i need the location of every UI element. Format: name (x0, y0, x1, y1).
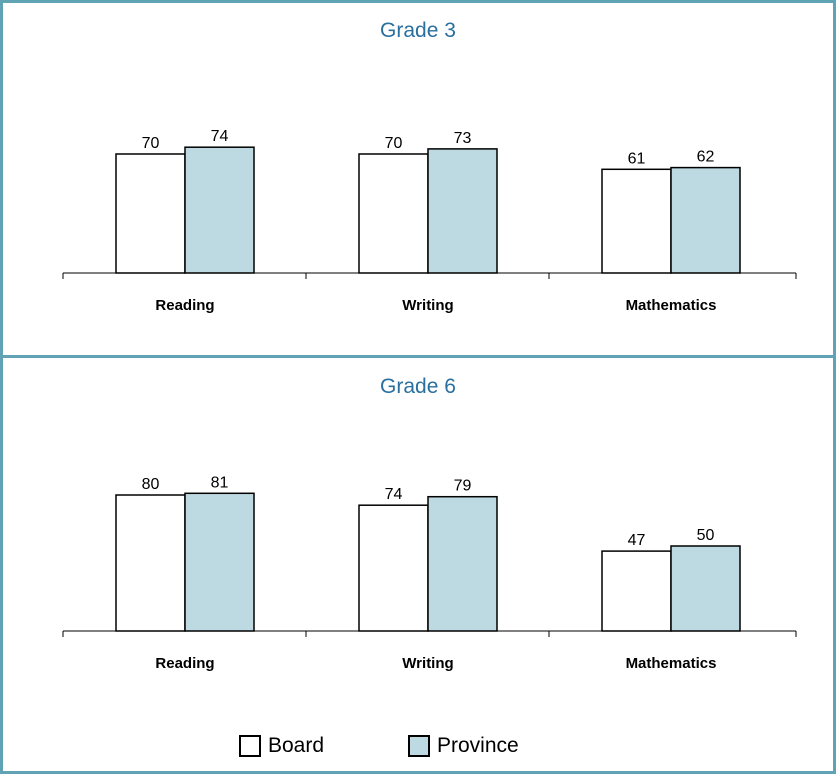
grade-6-data-label-province-mathematics: 50 (697, 527, 715, 544)
grade-6-category-label-reading: Reading (155, 655, 214, 672)
grade-6-bar-province-writing (427, 495, 498, 632)
legend-label-province: Province (437, 734, 519, 757)
grade-6-bar-chart: 80 81 Reading 74 79 Writing 47 50 Mathematics (62, 474, 797, 672)
legend-item-board: Board (239, 731, 324, 761)
board-swatch (239, 735, 261, 757)
grade-3-data-label-province-reading: 74 (211, 128, 229, 145)
grade-3-category-label-mathematics: Mathematics (626, 297, 717, 314)
grade-3-data-label-board-mathematics: 61 (628, 150, 646, 167)
grade-3-bar-province-mathematics (670, 166, 741, 274)
grade-6-category-label-writing: Writing (402, 655, 453, 672)
grade-3-data-label-province-writing: 73 (454, 130, 472, 147)
grade-3-data-label-board-reading: 70 (142, 135, 160, 152)
panel-title-grade-6: Grade 6 (380, 375, 456, 398)
grade-6-data-label-board-reading: 80 (142, 476, 160, 493)
province-swatch (408, 735, 430, 757)
panel-divider (0, 355, 836, 358)
grade-3-bar-province-writing (427, 148, 498, 274)
grade-3-bar-chart: 70 74 Reading 70 73 Writing 61 62 Mathematics (62, 128, 797, 314)
grade-6-bar-board-writing (358, 504, 429, 632)
grade-6-data-label-board-writing: 74 (385, 486, 403, 503)
grade-3-bar-board-reading (115, 153, 186, 274)
grade-3-data-label-province-mathematics: 62 (697, 149, 715, 166)
grade-6-category-label-mathematics: Mathematics (626, 655, 717, 672)
grade-3-bar-board-writing (358, 153, 429, 274)
panel-title-grade-3: Grade 3 (380, 19, 456, 42)
grade-6-data-label-province-reading: 81 (211, 474, 229, 491)
grade-3-category-label-writing: Writing (402, 297, 453, 314)
grade-6-bar-province-mathematics (670, 545, 741, 632)
legend-item-province: Province (408, 731, 519, 761)
grade-3-bar-board-mathematics (601, 168, 672, 274)
grade-6-data-label-board-mathematics: 47 (628, 532, 646, 549)
grade-3-bar-province-reading (184, 146, 255, 274)
grade-6-bar-province-reading (184, 492, 255, 632)
legend-label-board: Board (268, 734, 325, 757)
grade-6-bar-board-reading (115, 494, 186, 632)
grade-3-category-label-reading: Reading (155, 297, 214, 314)
grade-6-data-label-province-writing: 79 (454, 478, 472, 495)
grade-3-data-label-board-writing: 70 (385, 135, 403, 152)
grade-6-bar-board-mathematics (601, 550, 672, 632)
